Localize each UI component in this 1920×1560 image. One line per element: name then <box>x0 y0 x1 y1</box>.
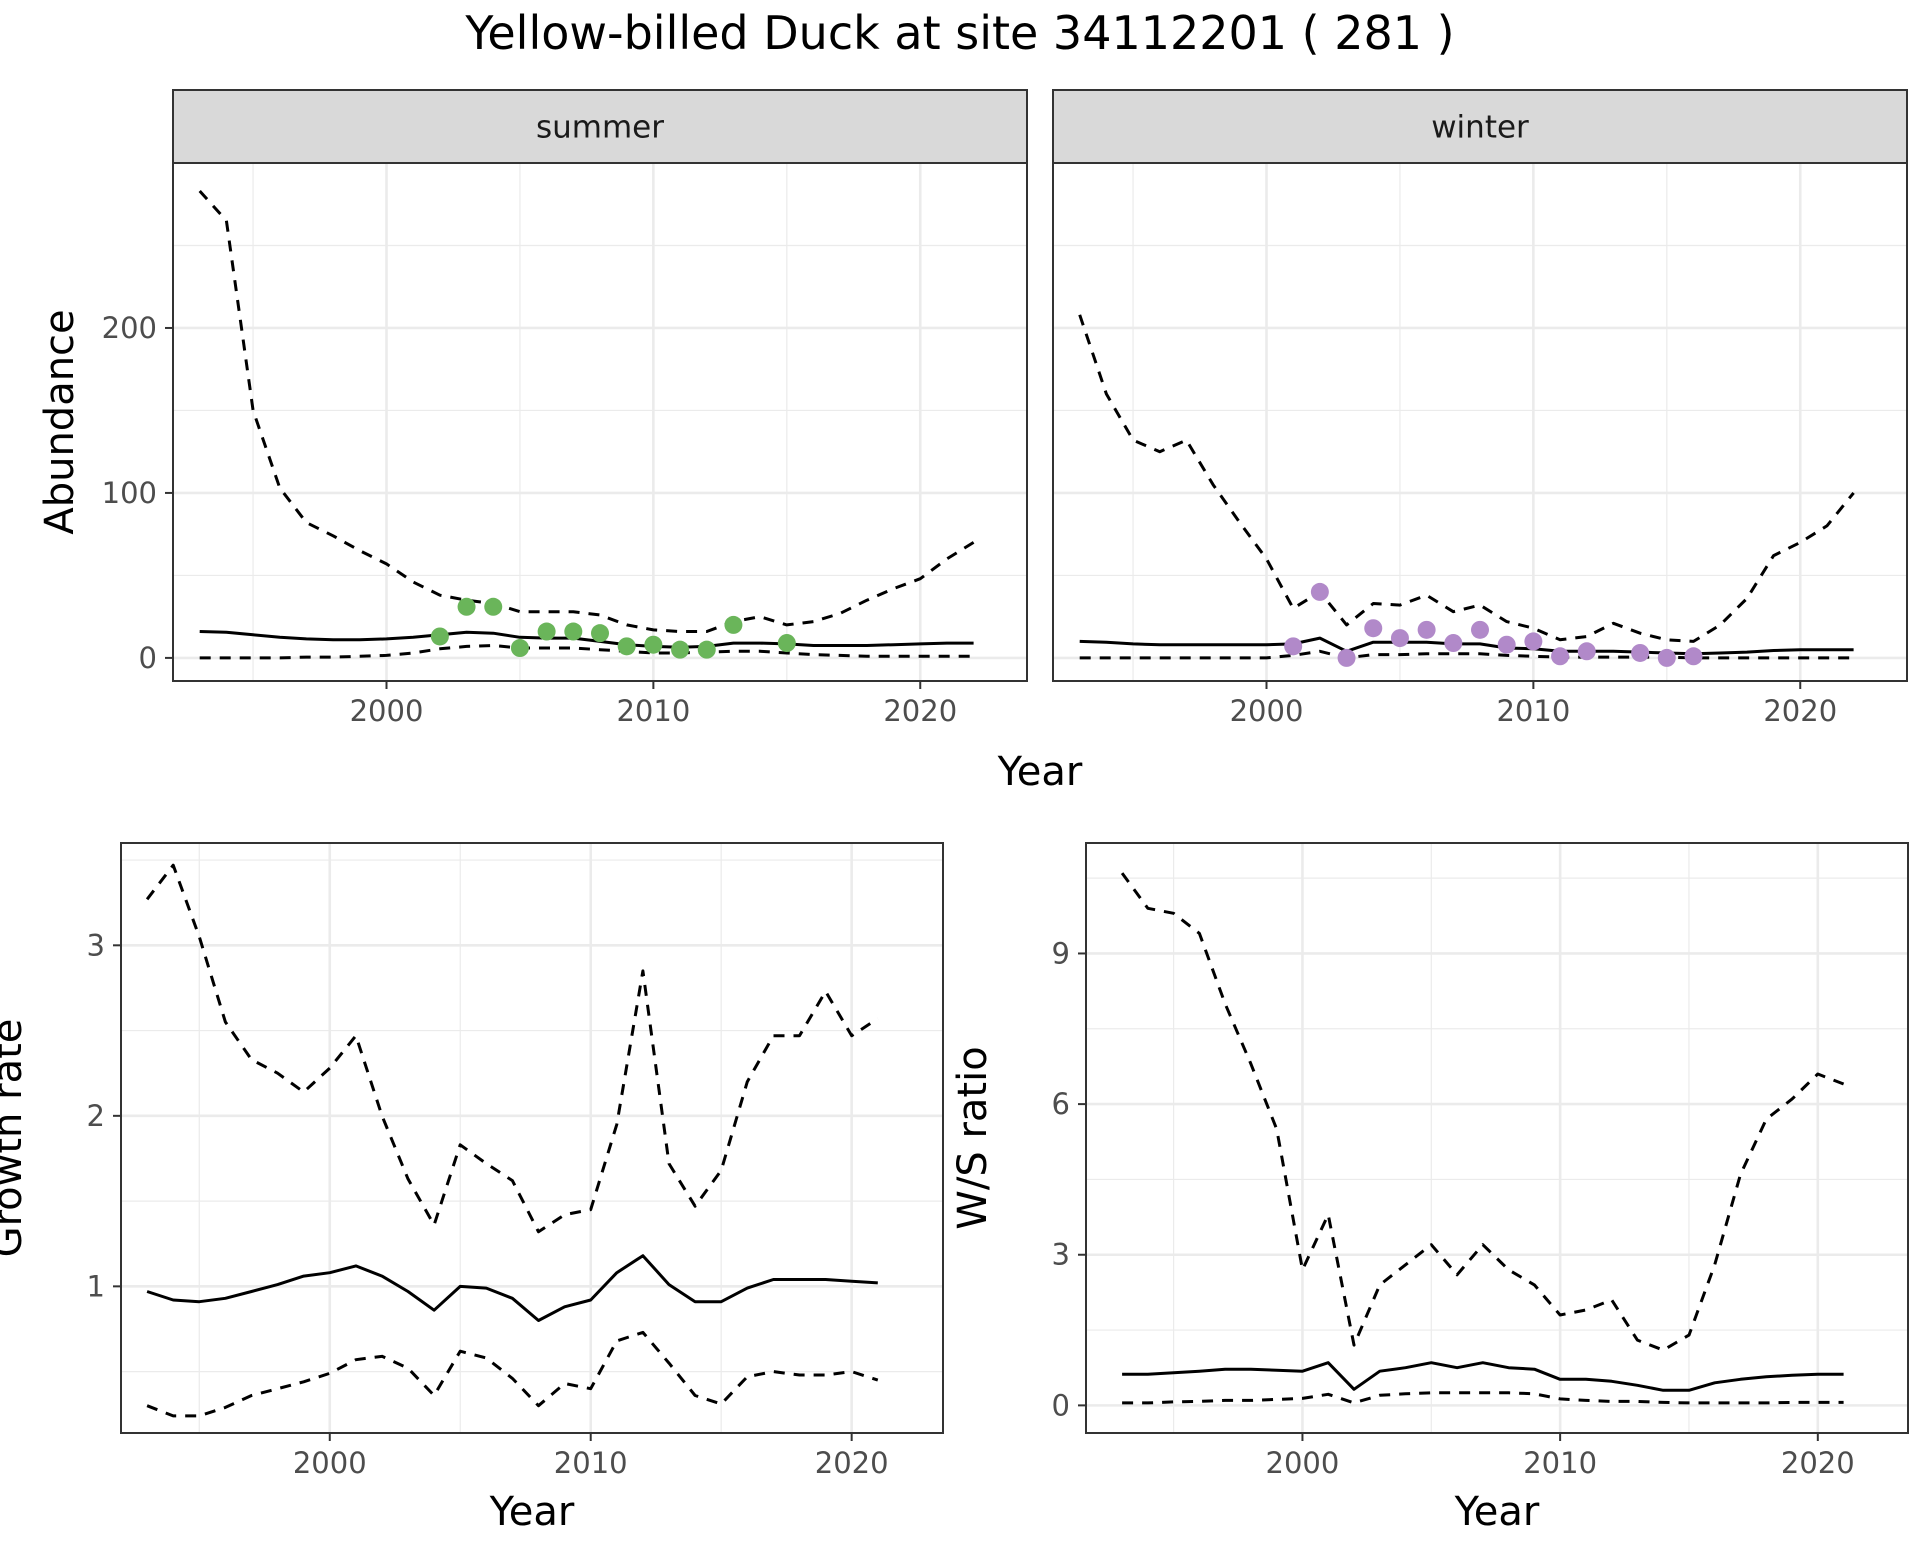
x-tick-label: 2000 <box>1230 694 1304 728</box>
x-tick-label: 2020 <box>815 1446 889 1480</box>
plot-background <box>173 163 1027 681</box>
y-tick-label: 100 <box>102 476 157 510</box>
y-tick-label: 3 <box>1052 1238 1070 1272</box>
plot-background <box>1053 163 1907 681</box>
panel-abundance-winter: winter 2000 2010 2020 <box>1052 89 1908 728</box>
interval-line <box>198 189 975 633</box>
x-tick-label: 2020 <box>1763 694 1837 728</box>
observed-point <box>430 627 449 646</box>
x-tick-label: 2010 <box>1496 694 1570 728</box>
panel-abundance-summer: summer 2000 2010 2020 0 100 200 Abundance <box>37 89 1028 728</box>
x-axis-label: Year <box>1454 1489 1540 1535</box>
facet-strip <box>172 89 1028 164</box>
x-tick-label: 2020 <box>1781 1446 1855 1480</box>
panel-border <box>120 842 944 1434</box>
y-tick-label: 6 <box>1052 1087 1070 1121</box>
y-tick-label: 9 <box>1052 936 1070 970</box>
panel-ws-ratio: 2000 2010 2020 0 3 6 9 W/S ratio Year <box>950 842 1909 1535</box>
interval-line <box>146 1330 879 1418</box>
observed-point <box>697 640 716 659</box>
observed-point <box>1310 582 1329 601</box>
facet-label: summer <box>536 110 664 146</box>
y-tick-label: 2 <box>87 1099 105 1133</box>
figure-title: Yellow-billed Duck at site 34112201 ( 28… <box>465 6 1455 60</box>
observed-point <box>724 615 743 634</box>
observed-point <box>1444 634 1463 653</box>
observed-point <box>1417 620 1436 639</box>
interval-line <box>1079 649 1854 660</box>
x-axis-label-top: Year <box>997 749 1083 795</box>
x-tick-label: 2000 <box>350 694 424 728</box>
plot-background <box>1086 843 1908 1433</box>
interval-line <box>1078 314 1855 643</box>
interval-line <box>1120 872 1845 1352</box>
interval-line <box>145 863 879 1234</box>
observed-point <box>1631 643 1650 662</box>
observed-point <box>1390 629 1409 648</box>
x-tick-label: 2000 <box>1266 1446 1340 1480</box>
y-tick-label: 200 <box>102 311 157 345</box>
observed-point <box>617 637 636 656</box>
facet-label: winter <box>1431 110 1529 146</box>
observed-point <box>1497 635 1516 654</box>
observed-point <box>644 635 663 654</box>
estimate-line <box>1122 1361 1844 1392</box>
observed-point <box>1577 642 1596 661</box>
estimate-line <box>199 630 974 649</box>
observed-point <box>1364 619 1383 638</box>
x-tick-label: 2010 <box>554 1446 628 1480</box>
observed-point <box>564 622 583 641</box>
observed-point <box>1471 620 1489 639</box>
observed-point <box>537 622 556 641</box>
observed-point <box>1684 647 1703 666</box>
observed-point <box>1657 648 1676 667</box>
observed-point <box>671 640 690 659</box>
estimate-line <box>146 1254 878 1322</box>
x-axis-label: Year <box>489 1489 575 1535</box>
observed-point <box>510 639 529 658</box>
observed-point <box>484 597 503 616</box>
y-tick-label: 1 <box>87 1269 105 1303</box>
y-tick-label: 0 <box>1052 1388 1070 1422</box>
panel-border <box>1085 842 1909 1434</box>
x-tick-label: 2010 <box>616 694 690 728</box>
panel-growth-rate: 2000 2010 2020 1 2 3 Growth rate Year <box>0 842 944 1535</box>
observed-point <box>1524 632 1543 651</box>
interval-line <box>1122 1391 1844 1405</box>
plot-background <box>121 843 943 1433</box>
y-tick-label: 3 <box>87 928 105 962</box>
estimate-line <box>1079 636 1854 656</box>
observed-point <box>457 597 476 616</box>
x-tick-label: 2000 <box>293 1446 367 1480</box>
y-tick-label: 0 <box>139 641 157 675</box>
panel-border <box>172 162 1028 682</box>
observed-point <box>1284 637 1303 656</box>
y-axis-label: Growth rate <box>0 1019 31 1258</box>
y-axis-label: Abundance <box>37 309 83 534</box>
interval-line <box>199 644 974 660</box>
panel-border <box>1052 162 1908 682</box>
observed-point <box>1337 648 1356 667</box>
x-tick-label: 2020 <box>883 694 957 728</box>
observed-point <box>1551 647 1570 666</box>
observed-point <box>777 634 796 653</box>
x-tick-label: 2010 <box>1523 1446 1597 1480</box>
observed-point <box>591 624 609 643</box>
y-axis-label: W/S ratio <box>950 1046 996 1229</box>
